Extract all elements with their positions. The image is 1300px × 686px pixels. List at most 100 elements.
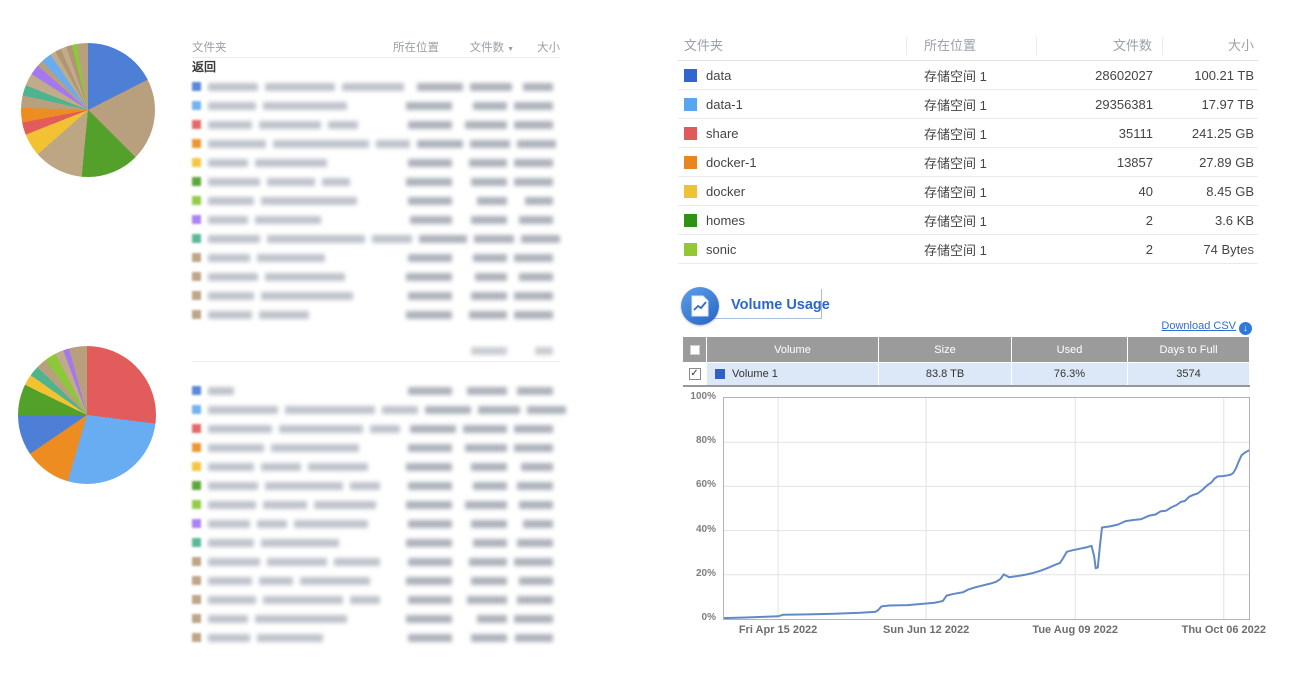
table-row[interactable] — [192, 438, 560, 457]
redacted-text — [473, 253, 507, 262]
table-row[interactable]: sonic 存储空间 1 2 74 Bytes — [678, 235, 1258, 264]
redacted-header — [192, 345, 393, 357]
folder-color-swatch — [192, 177, 201, 186]
size-cell — [514, 500, 560, 509]
column-volume[interactable]: Volume — [707, 337, 879, 362]
table-row[interactable] — [192, 552, 560, 571]
column-folder[interactable]: 文件夹 — [678, 37, 907, 55]
folder-color-swatch — [192, 120, 201, 129]
folder-name-cell: homes — [678, 213, 907, 228]
redacted-text — [257, 519, 287, 528]
column-location[interactable]: 所在位置 — [393, 41, 439, 54]
file-count-cell — [459, 633, 514, 642]
redacted-text — [208, 519, 250, 528]
folder-color-swatch — [684, 155, 697, 169]
folder-color-swatch — [192, 443, 201, 452]
table-row[interactable] — [192, 514, 560, 533]
location-cell — [393, 595, 459, 604]
table-row[interactable] — [192, 115, 560, 134]
location-cell — [393, 215, 459, 224]
table-row[interactable]: share 存储空间 1 35111 241.25 GB — [678, 119, 1258, 148]
table-row[interactable] — [192, 419, 560, 438]
column-size[interactable]: 大小 — [1227, 38, 1254, 53]
table-row[interactable] — [192, 267, 560, 286]
column-used[interactable]: Used — [1012, 337, 1128, 362]
redacted-text — [527, 405, 566, 414]
table-row[interactable] — [192, 590, 560, 609]
file-count-cell — [459, 519, 514, 528]
redacted-text — [514, 177, 553, 186]
back-link[interactable] — [192, 362, 560, 381]
table-row[interactable]: data 存储空间 1 28602027 100.21 TB — [678, 61, 1258, 90]
table-row[interactable] — [192, 229, 560, 248]
table-row[interactable] — [192, 476, 560, 495]
redacted-text — [267, 234, 365, 243]
column-days-to-full[interactable]: Days to Full — [1128, 337, 1249, 362]
table-row[interactable] — [192, 305, 560, 324]
redacted-text — [208, 481, 258, 490]
column-folder[interactable]: 文件夹 — [192, 41, 227, 54]
file-count-cell — [470, 139, 517, 148]
column-files[interactable]: 文件数 — [1037, 37, 1163, 55]
size-cell: 100.21 TB — [1194, 67, 1254, 83]
folder-pie-chart-bottom[interactable] — [18, 346, 156, 484]
redacted-text — [271, 443, 359, 452]
folder-pie-chart-top[interactable] — [21, 43, 155, 177]
folder-color-swatch — [192, 234, 201, 243]
redacted-text — [350, 481, 380, 490]
volume-row[interactable]: ✓ Volume 1 83.8 TB 76.3% 3574 — [683, 362, 1250, 385]
redacted-text — [416, 82, 463, 91]
folder-name-cell — [192, 139, 417, 148]
redacted-text — [372, 234, 412, 243]
folder-color-swatch — [192, 519, 201, 528]
table-row[interactable]: data-1 存储空间 1 29356381 17.97 TB — [678, 90, 1258, 119]
table-row[interactable] — [192, 134, 560, 153]
redacted-text — [406, 462, 452, 471]
column-location[interactable]: 所在位置 — [907, 37, 1037, 55]
folder-color-swatch — [192, 272, 201, 281]
redacted-text — [514, 120, 553, 129]
location-cell — [393, 538, 459, 547]
table-row[interactable]: docker 存储空间 1 40 8.45 GB — [678, 177, 1258, 206]
table-row[interactable] — [192, 191, 560, 210]
folder-name-cell — [192, 196, 393, 205]
location-cell — [393, 291, 459, 300]
table-row[interactable] — [192, 381, 560, 400]
table-row[interactable] — [192, 286, 560, 305]
folder-name-cell — [192, 234, 419, 243]
redacted-text — [208, 291, 254, 300]
table-row[interactable] — [192, 248, 560, 267]
folder-color-swatch — [192, 310, 201, 319]
table-row[interactable] — [192, 609, 560, 628]
redacted-text — [475, 272, 507, 281]
table-row[interactable] — [192, 457, 560, 476]
back-link[interactable]: 返回 — [192, 60, 217, 74]
column-volume-size[interactable]: Size — [879, 337, 1012, 362]
table-row[interactable] — [192, 77, 560, 96]
redacted-text — [410, 424, 456, 433]
table-row[interactable] — [192, 400, 566, 419]
folder-color-swatch — [684, 184, 697, 198]
download-icon[interactable]: ↓ — [1239, 322, 1252, 335]
shared-folder-table: 文件夹 所在位置 文件数 大小 data 存储空间 1 28602027 100.21… — [678, 32, 1258, 264]
table-row[interactable] — [192, 96, 560, 115]
row-checkbox[interactable]: ✓ — [683, 362, 707, 385]
file-count-cell: 13857 — [1116, 154, 1153, 170]
download-csv-link[interactable]: Download CSV — [1161, 320, 1236, 332]
table-row[interactable] — [192, 495, 560, 514]
column-files-sorted[interactable]: 文件数 ▼ — [469, 41, 514, 54]
table-row[interactable] — [192, 172, 560, 191]
table-row[interactable] — [192, 628, 560, 647]
table-row[interactable] — [192, 533, 560, 552]
table-row[interactable]: homes 存储空间 1 2 3.6 KB — [678, 206, 1258, 235]
folder-name-cell: docker — [678, 184, 907, 199]
table-row[interactable]: docker-1 存储空间 1 13857 27.89 GB — [678, 148, 1258, 177]
column-size[interactable]: 大小 — [537, 41, 560, 54]
table-row[interactable] — [192, 153, 560, 172]
folder-color-swatch — [192, 538, 201, 547]
table-row[interactable] — [192, 210, 560, 229]
folder-color-swatch — [192, 424, 201, 433]
select-all-checkbox[interactable] — [683, 337, 707, 362]
redacted-text — [463, 424, 507, 433]
table-row[interactable] — [192, 571, 560, 590]
